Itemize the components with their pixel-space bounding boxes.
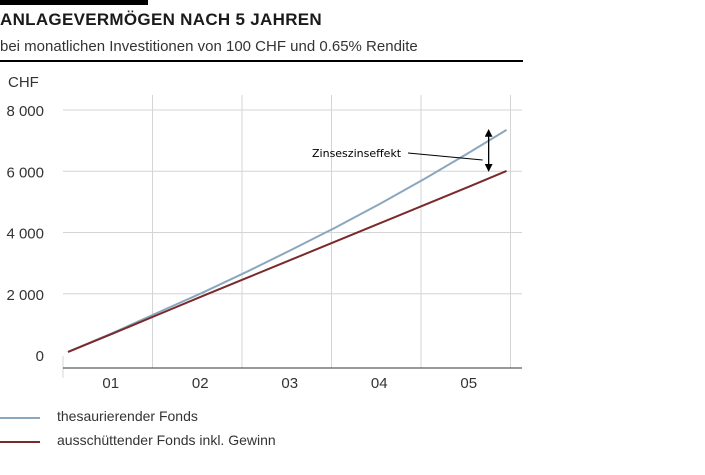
annotation-label: Zinseszinseffekt bbox=[312, 147, 402, 160]
legend-item-accumulating: thesaurierender Fonds bbox=[0, 408, 400, 432]
legend-swatch-distributing bbox=[0, 441, 40, 443]
y-tick-label: 6 000 bbox=[6, 164, 44, 181]
x-tick-label: 03 bbox=[281, 375, 298, 392]
header-divider bbox=[0, 60, 523, 62]
chart-title: ANLAGEVERMÖGEN NACH 5 JAHREN bbox=[0, 10, 322, 29]
x-tick-label: 05 bbox=[460, 375, 477, 392]
legend-label-distributing: ausschüttender Fonds inkl. Gewinn bbox=[57, 432, 276, 448]
y-tick-label: 8 000 bbox=[6, 103, 44, 120]
legend: thesaurierender Fonds ausschüttender Fon… bbox=[0, 408, 400, 456]
y-tick-label: 2 000 bbox=[6, 287, 44, 304]
x-tick-label: 02 bbox=[192, 375, 209, 392]
y-tick-label: 4 000 bbox=[6, 226, 44, 243]
annotation-leader-line bbox=[407, 152, 483, 161]
x-tick-label: 04 bbox=[371, 375, 388, 392]
y-tick-label: 0 bbox=[36, 348, 44, 365]
legend-swatch-accumulating bbox=[0, 417, 40, 419]
x-tick-label: 01 bbox=[102, 375, 119, 392]
legend-item-distributing: ausschüttender Fonds inkl. Gewinn bbox=[0, 432, 400, 456]
series-line-accumulating bbox=[67, 129, 508, 353]
series-line-distributing bbox=[67, 170, 507, 353]
legend-label-accumulating: thesaurierender Fonds bbox=[57, 408, 198, 424]
chart-subtitle: bei monatlichen Investitionen von 100 CH… bbox=[0, 38, 418, 55]
y-axis-unit-label: CHF bbox=[8, 74, 39, 91]
title-accent-bar bbox=[0, 0, 148, 5]
